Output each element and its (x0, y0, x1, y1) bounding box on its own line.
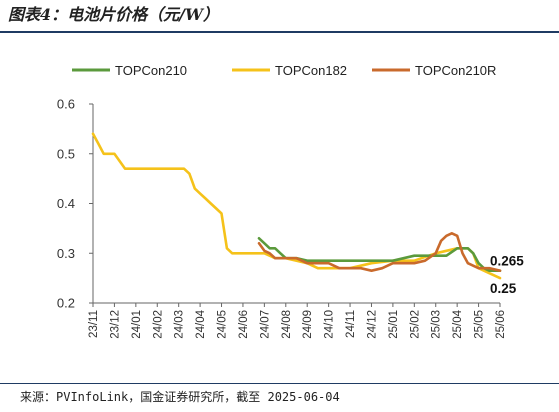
x-tick-label: 24/02 (152, 310, 164, 339)
legend-label-topcon182: TOPCon182 (275, 63, 347, 78)
x-tick-label: 25/06 (495, 310, 507, 339)
data-label: 0.265 (490, 254, 524, 269)
y-tick-label: 0.2 (57, 296, 75, 311)
y-tick-label: 0.6 (57, 97, 75, 112)
x-tick-label: 23/11 (88, 310, 100, 338)
chart: TOPCon210 TOPCon182 TOPCon210R 0.20.30.40.… (57, 63, 524, 339)
x-tick-label: 23/12 (109, 310, 121, 339)
x-tick-label: 24/05 (217, 310, 229, 339)
source-note: 来源：PVInfoLink，国金证券研究所，截至 2025-06-04 (20, 390, 340, 404)
series-line-topcon182 (91, 132, 502, 280)
x-tick-label: 24/12 (366, 310, 378, 339)
x-tick-label: 24/10 (324, 310, 336, 339)
series-line-topcon210 (257, 237, 502, 272)
x-tick-label: 25/04 (452, 309, 464, 338)
x-tick-label: 24/08 (281, 310, 293, 339)
legend: TOPCon210 TOPCon182 TOPCon210R (72, 63, 496, 78)
x-tick-label: 25/03 (431, 310, 443, 339)
x-axis: 23/11 23/12 24/01 24/02 24/03 24/04 24/05 24/06… (88, 302, 507, 339)
x-tick-label: 24/01 (131, 310, 143, 339)
x-tick-label: 25/02 (409, 310, 421, 339)
series-layer (91, 132, 502, 280)
data-label: 0.25 (490, 281, 517, 296)
y-tick-label: 0.5 (57, 146, 75, 161)
x-tick-label: 25/05 (474, 310, 486, 339)
x-tick-label: 24/04 (195, 309, 207, 338)
x-tick-label: 24/07 (259, 310, 271, 339)
annotation-layer: 0.265 0.25 (490, 254, 524, 296)
figure-title: 图表4：电池片价格（元/W） (8, 5, 219, 24)
legend-label-topcon210: TOPCon210 (115, 63, 187, 78)
y-tick-label: 0.4 (57, 196, 75, 211)
x-tick-label: 24/03 (174, 310, 186, 339)
series-line-topcon210r (257, 232, 502, 272)
x-tick-label: 24/09 (302, 310, 314, 339)
legend-label-topcon210r: TOPCon210R (415, 63, 496, 78)
x-tick-label: 25/01 (388, 310, 400, 339)
y-axis: 0.2 0.3 0.4 0.5 0.6 (57, 97, 94, 311)
x-tick-label: 24/06 (238, 310, 250, 339)
title-rule (0, 31, 559, 33)
y-tick-label: 0.3 (57, 246, 75, 261)
bottom-rule (0, 383, 559, 384)
x-tick-label: 24/11 (345, 310, 357, 338)
